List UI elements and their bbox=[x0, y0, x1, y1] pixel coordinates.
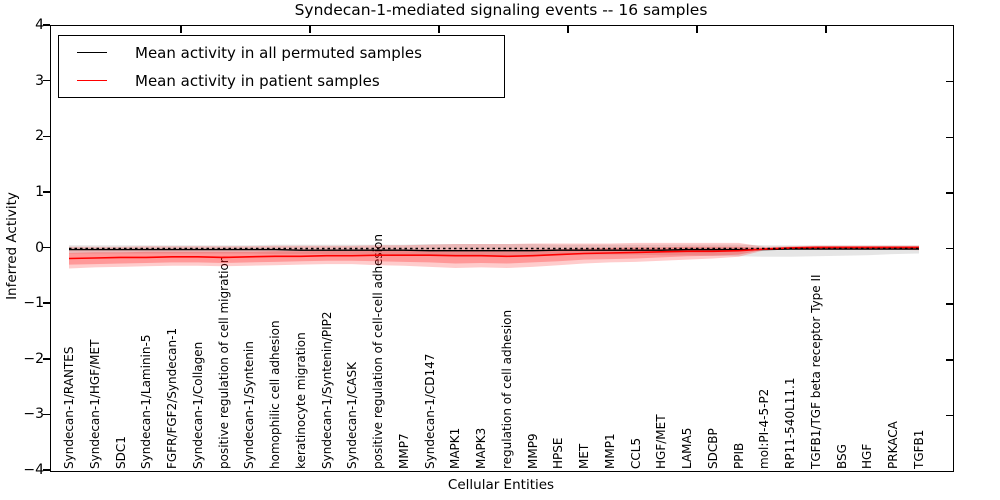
top-axis-tick bbox=[309, 26, 311, 33]
y-axis-label: Inferred Activity bbox=[4, 192, 20, 300]
x-tick-label: mol:PI-4-5-P2 bbox=[757, 388, 772, 469]
x-tick-label: Syndecan-1/HGF/MET bbox=[87, 339, 102, 469]
x-tick-label: PRKACA bbox=[886, 421, 901, 469]
x-tick-label: MAPK3 bbox=[474, 427, 489, 469]
y-tick-label: −3 bbox=[23, 406, 44, 423]
x-tick-label: RP11-540L11.1 bbox=[783, 377, 798, 469]
x-tick-label: Syndecan-1/Syntenin/PIP2 bbox=[319, 311, 334, 469]
x-tick-label: Syndecan-1/Collagen bbox=[190, 341, 205, 469]
x-tick-label: Syndecan-1/RANTES bbox=[62, 346, 76, 469]
right-axis-tick bbox=[946, 136, 953, 138]
x-tick-label: SDCBP bbox=[705, 428, 720, 469]
x-tick-label: positive regulation of cell-cell adhesio… bbox=[371, 234, 386, 469]
top-axis-tick bbox=[180, 26, 182, 33]
chart-title: Syndecan-1-mediated signaling events -- … bbox=[294, 1, 708, 19]
x-tick-label: regulation of cell adhesion bbox=[499, 309, 514, 469]
right-axis-tick bbox=[946, 80, 953, 83]
x-tick-label: CCL5 bbox=[628, 437, 643, 469]
patient-line-swatch bbox=[77, 80, 107, 81]
right-axis-tick bbox=[946, 303, 953, 305]
y-tick-label: 2 bbox=[35, 128, 44, 145]
x-tick-label: Syndecan-1/CASK bbox=[345, 362, 360, 469]
y-tick-mark bbox=[43, 358, 50, 360]
x-tick-label: positive regulation of cell migration bbox=[216, 255, 231, 469]
y-tick-label: −2 bbox=[23, 350, 44, 367]
x-axis-label: Cellular Entities bbox=[447, 477, 555, 493]
y-tick-mark bbox=[43, 302, 50, 304]
y-tick-mark bbox=[43, 79, 50, 82]
legend-item-patient: Mean activity in patient samples bbox=[59, 69, 504, 93]
y-tick-mark bbox=[43, 469, 50, 471]
y-tick-label: 4 bbox=[35, 17, 44, 33]
right-axis-tick bbox=[946, 192, 953, 194]
permuted-line-swatch bbox=[77, 52, 107, 53]
x-tick-label: LAMA5 bbox=[680, 427, 695, 469]
y-tick-label: −4 bbox=[23, 462, 44, 478]
x-tick-label: HGF/MET bbox=[654, 414, 669, 469]
x-tick-label: MMP1 bbox=[602, 433, 617, 469]
y-tick-label: −1 bbox=[23, 295, 44, 312]
top-axis-tick bbox=[438, 26, 440, 33]
x-tick-label: MAPK1 bbox=[448, 427, 463, 469]
y-tick-label: 1 bbox=[35, 183, 44, 200]
x-tick-label: homophilic cell adhesion bbox=[268, 320, 283, 469]
legend-label: Mean activity in patient samples bbox=[135, 71, 380, 90]
x-tick-label: HGF bbox=[860, 443, 875, 469]
legend-label: Mean activity in all permuted samples bbox=[135, 43, 422, 62]
y-tick-mark bbox=[43, 24, 50, 26]
x-tick-label: HPSE bbox=[551, 437, 566, 469]
y-tick-label: 0 bbox=[35, 239, 44, 256]
x-tick-label: keratinocyte migration bbox=[293, 332, 308, 469]
legend: Mean activity in all permuted samples Me… bbox=[58, 35, 505, 98]
x-tick-label: TGFB1 bbox=[912, 429, 926, 469]
y-tick-mark bbox=[43, 135, 50, 137]
x-tick-label: MET bbox=[577, 443, 592, 469]
x-tick-label: PPIB bbox=[731, 442, 746, 469]
legend-item-permuted: Mean activity in all permuted samples bbox=[59, 41, 504, 65]
y-tick-mark bbox=[43, 413, 50, 416]
right-axis-tick bbox=[946, 359, 953, 361]
y-tick-label: 3 bbox=[35, 72, 44, 89]
x-tick-label: Syndecan-1/CD147 bbox=[422, 353, 437, 469]
x-tick-label: MMP9 bbox=[525, 433, 540, 469]
y-tick-mark bbox=[43, 246, 50, 249]
x-tick-label: MMP7 bbox=[396, 433, 411, 469]
top-axis-tick bbox=[567, 26, 569, 33]
x-tick-label: Syndecan-1/Syntenin bbox=[242, 341, 257, 469]
x-tick-label: BSG bbox=[834, 444, 849, 469]
y-tick-mark bbox=[43, 191, 50, 193]
top-axis-tick bbox=[696, 26, 698, 33]
x-tick-label: FGFR/FGF2/Syndecan-1 bbox=[165, 327, 180, 469]
right-axis-tick bbox=[946, 247, 953, 250]
x-tick-label: Syndecan-1/Laminin-5 bbox=[139, 334, 154, 469]
x-tick-label: SDC1 bbox=[113, 436, 128, 469]
right-axis-tick bbox=[946, 414, 953, 417]
x-tick-label: TGFB1/TGF beta receptor Type II bbox=[808, 274, 823, 469]
top-axis-tick bbox=[825, 26, 827, 33]
